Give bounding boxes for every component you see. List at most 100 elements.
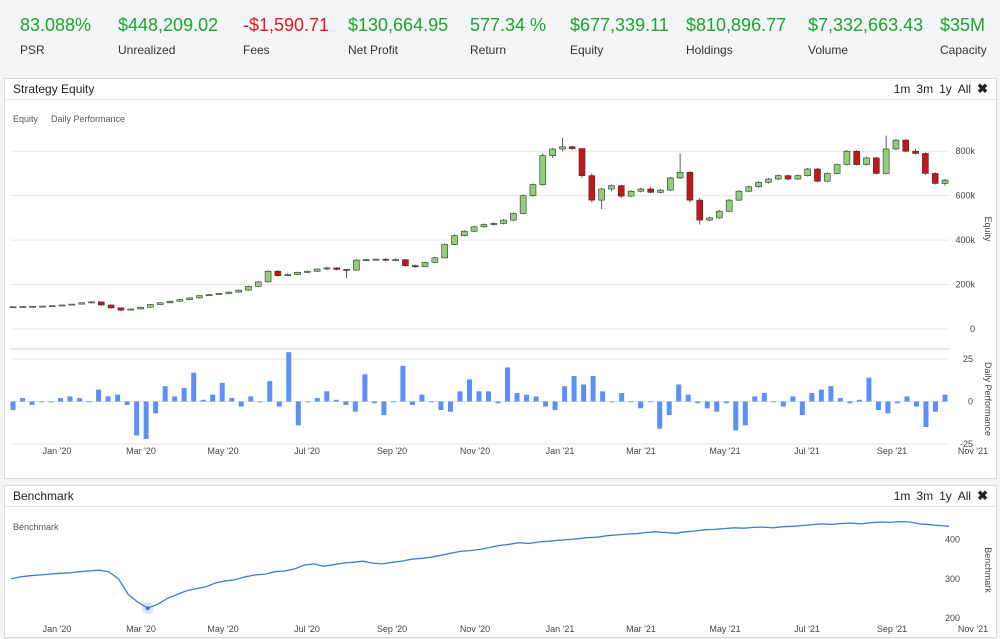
y-axis-title: Benchmark: [983, 547, 993, 593]
stat-value: $130,664.95: [348, 15, 449, 35]
strategy-equity-panel: Strategy Equity 1m 3m 1y All ✖ Equity Dai…: [4, 78, 997, 479]
candle: [29, 306, 36, 308]
performance-bar: [581, 384, 587, 402]
range-1y-button[interactable]: 1y: [939, 489, 952, 503]
range-all-button[interactable]: All: [957, 489, 972, 503]
candle: [519, 195, 527, 214]
candle: [922, 153, 929, 174]
legend-benchmark: Benchmark: [13, 522, 59, 532]
performance-bar: [657, 401, 663, 429]
stat-holdings: $810,896.77 Holdings: [686, 14, 786, 57]
candle: [176, 299, 184, 302]
performance-bar: [20, 398, 26, 402]
candle: [617, 185, 625, 197]
stat-label: Capacity: [940, 43, 987, 57]
candle: [127, 308, 135, 311]
panel-title: Benchmark: [13, 489, 74, 503]
performance-bar: [647, 401, 653, 403]
performance-bar: [666, 401, 672, 416]
candle: [343, 269, 350, 271]
stat-value: $448,209.02: [118, 15, 219, 35]
performance-bar: [96, 389, 102, 402]
y-tick-label: 0: [968, 397, 973, 407]
performance-bar: [115, 394, 121, 402]
performance-bar: [923, 401, 929, 427]
candle: [451, 235, 458, 245]
range-3m-button[interactable]: 3m: [916, 489, 934, 503]
candle: [647, 188, 654, 193]
range-1m-button[interactable]: 1m: [893, 489, 911, 503]
performance-bar: [390, 401, 396, 403]
performance-bar: [105, 396, 111, 402]
performance-bar: [828, 386, 834, 402]
candle: [107, 304, 115, 309]
stat-value: $35M: [940, 15, 986, 35]
performance-bar: [457, 391, 463, 402]
range-3m-button[interactable]: 3m: [916, 82, 934, 96]
stat-label: Volume: [808, 43, 849, 57]
candle: [97, 301, 105, 306]
candle: [941, 179, 949, 184]
candle: [892, 139, 900, 150]
performance-bar: [58, 398, 64, 402]
x-tick-label: May '20: [207, 624, 238, 634]
candle: [823, 173, 831, 182]
candle: [441, 244, 448, 259]
performance-bar: [780, 401, 786, 407]
stat-label: Unrealized: [118, 43, 176, 57]
x-tick-label: Nov '21: [958, 624, 988, 634]
stat-value: $677,339.11: [570, 15, 669, 35]
stat-value: $7,332,663.43: [808, 15, 924, 35]
performance-bar: [600, 391, 606, 402]
performance-bar: [428, 401, 434, 403]
candle: [931, 173, 939, 184]
y-tick-label: 200k: [955, 280, 975, 290]
performance-bar: [837, 398, 843, 402]
candle: [294, 272, 301, 275]
range-1y-button[interactable]: 1y: [939, 82, 952, 96]
performance-bar: [761, 393, 767, 402]
x-tick-label: Jan '21: [546, 446, 575, 456]
x-tick-label: Jan '20: [43, 624, 72, 634]
equity-chart: Equity Daily Performance 0 200k 400k 600k 800k…: [9, 114, 993, 456]
x-tick-label: Mar '20: [126, 624, 156, 634]
stat-value: $810,896.77: [686, 15, 787, 35]
x-tick-label: May '20: [207, 446, 238, 456]
candle: [480, 224, 488, 228]
x-tick-label: Jul '21: [794, 446, 820, 456]
range-all-button[interactable]: All: [957, 82, 972, 96]
candle: [39, 305, 46, 308]
stat-label: Fees: [243, 43, 270, 57]
candle: [353, 259, 360, 271]
close-icon[interactable]: ✖: [977, 81, 988, 96]
performance-bar: [543, 401, 549, 407]
performance-bar: [714, 401, 720, 412]
candle: [323, 267, 331, 270]
performance-bar: [48, 401, 54, 403]
y-tick-label: 400k: [955, 235, 975, 245]
performance-bar: [562, 386, 568, 402]
candle: [48, 305, 56, 307]
performance-bar: [143, 401, 149, 439]
candle: [88, 301, 95, 304]
performance-bar: [362, 374, 368, 402]
performance-bar: [875, 401, 881, 410]
candle: [19, 306, 27, 308]
stat-equity: $677,339.11 Equity: [570, 14, 669, 57]
performance-bar: [514, 393, 520, 402]
candle: [833, 164, 841, 174]
performance-bar: [248, 396, 254, 402]
performance-bar: [685, 394, 691, 402]
candle: [460, 230, 468, 236]
hover-point: [145, 606, 150, 611]
performance-bar: [257, 401, 263, 403]
x-tick-label: Mar '20: [126, 446, 156, 456]
stat-return: 577.34 % Return: [470, 14, 546, 57]
candle: [686, 172, 694, 201]
x-tick-label: Jan '20: [43, 446, 72, 456]
performance-bar: [39, 401, 45, 403]
range-1m-button[interactable]: 1m: [893, 82, 911, 96]
candle: [500, 219, 507, 224]
close-icon[interactable]: ✖: [977, 488, 988, 503]
legend-daily-performance: Daily Performance: [51, 114, 125, 124]
